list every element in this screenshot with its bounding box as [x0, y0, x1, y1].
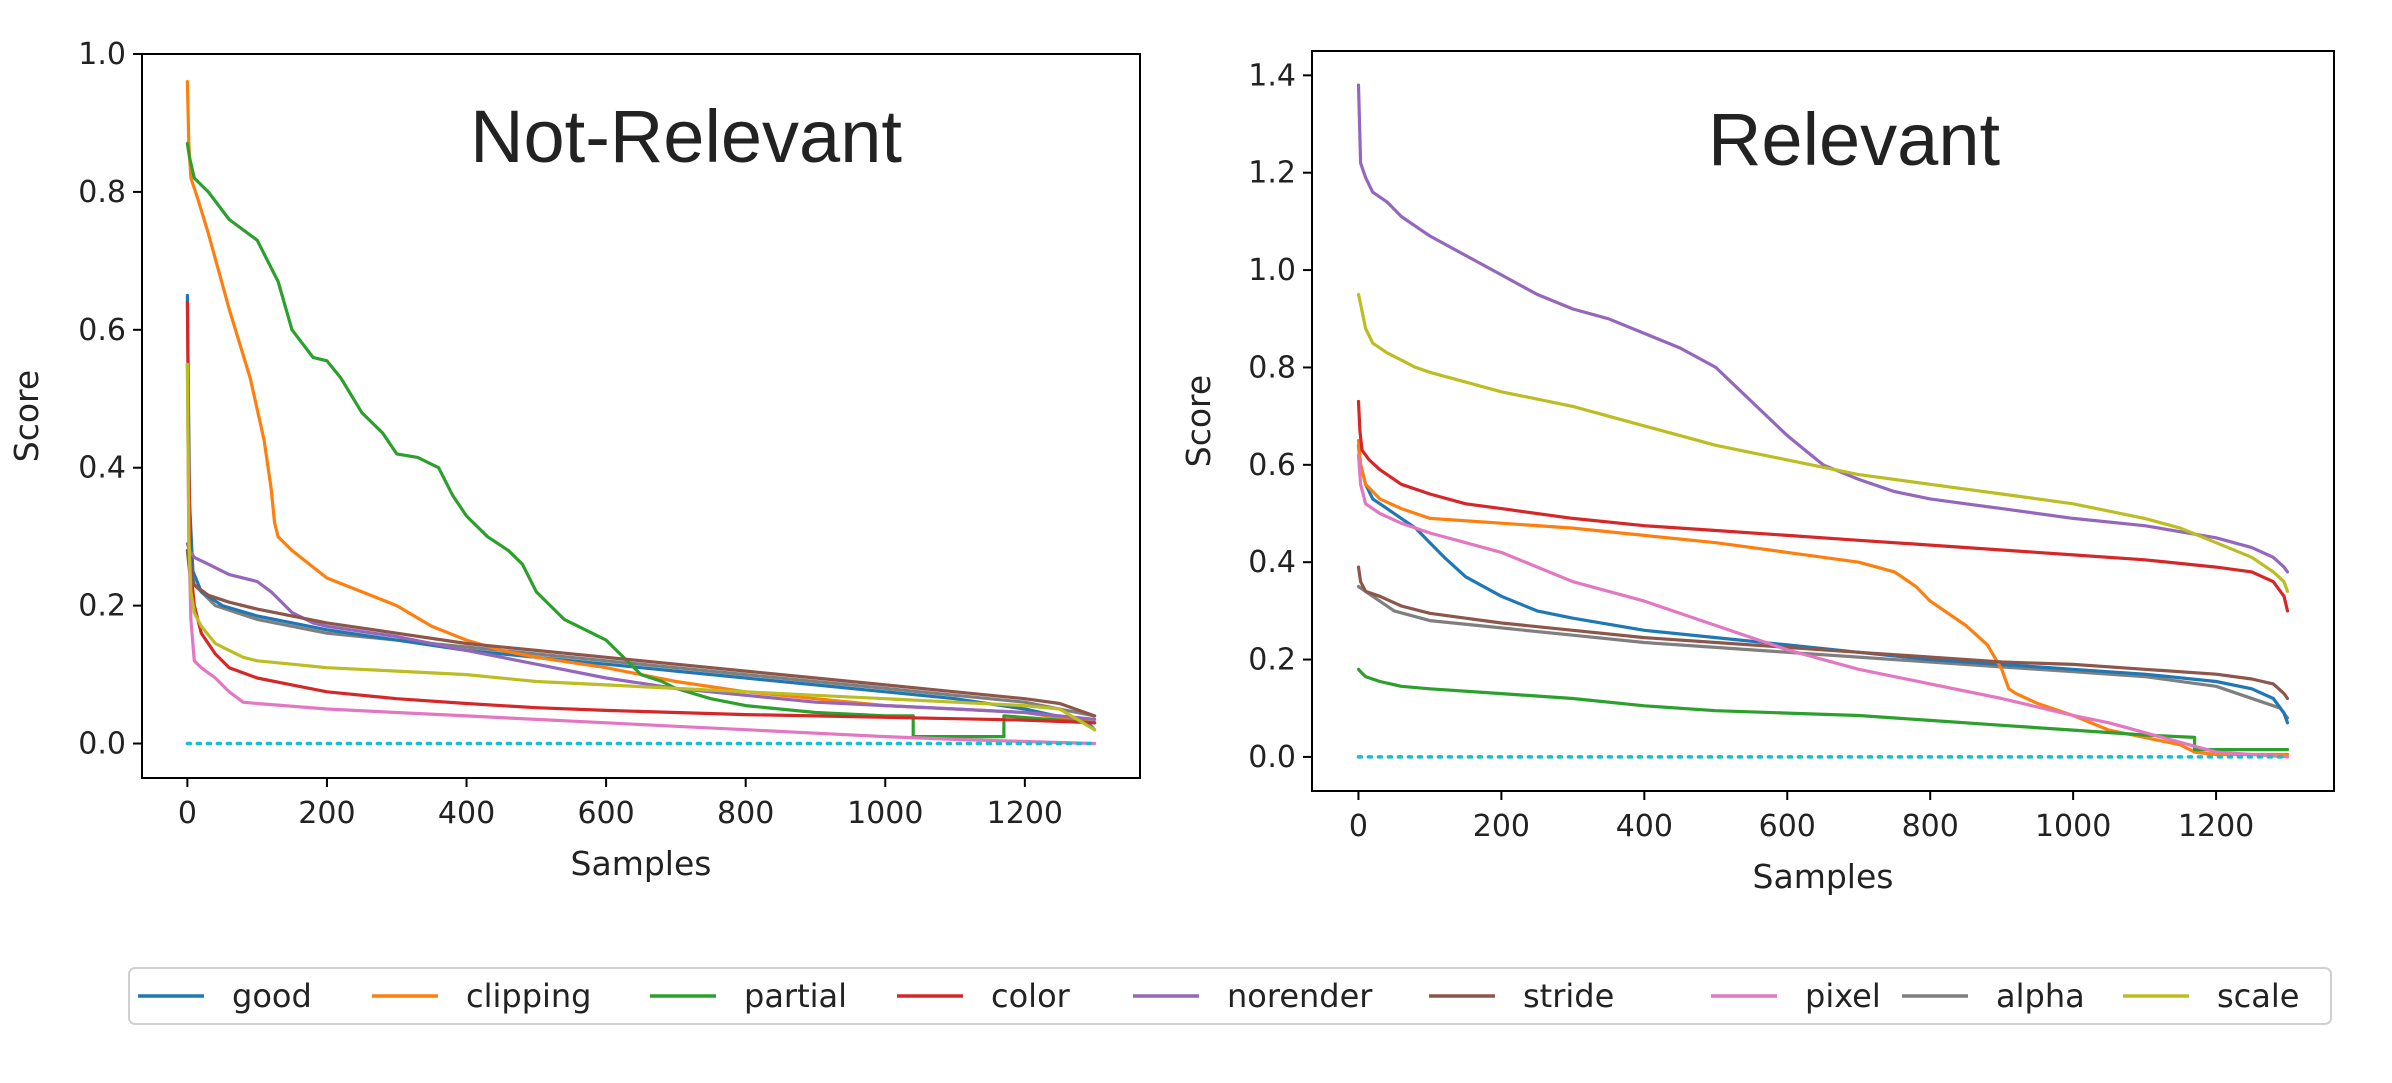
relevant-xtick-label: 1200	[2178, 809, 2254, 844]
relevant-ytick-label: 0.4	[1248, 545, 1296, 580]
not-relevant-xtick-label: 1000	[847, 796, 923, 831]
not-relevant-ytick-label: 0.4	[78, 451, 126, 486]
relevant-series-good	[1356, 443, 2290, 725]
relevant-ytick-label: 0.8	[1248, 350, 1296, 385]
legend-label-norender: norender	[1227, 977, 1373, 1015]
legend-label-clipping: clipping	[466, 977, 591, 1015]
relevant-ytick-label: 1.0	[1248, 253, 1296, 288]
panel-not-relevant: 0 200 400 600 800 1000 1200 0.0 0.2 0.4 0.6 0.8 1.0 S…	[7, 37, 1141, 883]
not-relevant-y-axis-label: Score	[7, 370, 46, 462]
not-relevant-series-scale	[185, 362, 1097, 732]
not-relevant-series-stride	[185, 548, 1097, 718]
relevant-series-norender	[1356, 83, 2290, 574]
not-relevant-xtick-label: 0	[178, 796, 197, 831]
legend-box	[128, 967, 2332, 1025]
relevant-series-alpha	[1356, 584, 2290, 720]
not-relevant-series-pixel	[185, 362, 1097, 746]
relevant-title: Relevant	[1708, 98, 2001, 181]
relevant-xtick-label: 0	[1349, 809, 1368, 844]
not-relevant-xtick-label: 400	[438, 796, 495, 831]
relevant-ytick-label: 0.2	[1248, 643, 1296, 678]
relevant-ytick-label: 0.6	[1248, 448, 1296, 483]
not-relevant-ytick-label: 0.8	[78, 175, 126, 210]
not-relevant-xtick-label: 800	[717, 796, 774, 831]
relevant-xtick-label: 1000	[2035, 809, 2111, 844]
not-relevant-xtick-label: 200	[298, 796, 355, 831]
relevant-ytick-label: 1.4	[1248, 58, 1296, 93]
not-relevant-xtick-label: 1200	[987, 796, 1063, 831]
legend-label-stride: stride	[1523, 977, 1614, 1015]
not-relevant-series-clipping	[185, 79, 1097, 725]
relevant-series-stride	[1356, 565, 2290, 701]
not-relevant-series-partial	[185, 142, 1097, 739]
relevant-series-partial	[1356, 667, 2290, 752]
panel-relevant: 0 200 400 600 800 1000 1200 0.0 0.2 0.4 0.6 0.8 1.0 1…	[1179, 50, 2335, 896]
legend-label-pixel: pixel	[1805, 977, 1881, 1015]
not-relevant-title: Not-Relevant	[470, 95, 902, 178]
relevant-xtick-label: 800	[1902, 809, 1959, 844]
not-relevant-x-axis-label: Samples	[571, 844, 712, 883]
legend-label-scale: scale	[2217, 977, 2299, 1015]
relevant-y-axis-label: Score	[1179, 375, 1218, 467]
relevant-x-axis-label: Samples	[1753, 857, 1894, 896]
relevant-series-color	[1356, 399, 2290, 613]
relevant-plot-frame	[1311, 50, 2335, 792]
relevant-xtick-label: 600	[1759, 809, 1816, 844]
legend: good clipping partial color norender stride pi…	[128, 967, 2332, 1025]
not-relevant-xtick-label: 600	[577, 796, 634, 831]
relevant-ytick-label: 0.0	[1248, 740, 1296, 775]
legend-label-partial: partial	[744, 977, 847, 1015]
relevant-series-pixel	[1356, 453, 2290, 759]
not-relevant-ytick-label: 0.0	[78, 727, 126, 762]
not-relevant-ytick-label: 0.6	[78, 313, 126, 348]
relevant-xtick-label: 200	[1473, 809, 1530, 844]
not-relevant-ytick-label: 0.2	[78, 589, 126, 624]
legend-label-good: good	[232, 977, 312, 1015]
not-relevant-ytick-label: 1.0	[78, 37, 126, 72]
relevant-series-scale	[1356, 292, 2290, 594]
relevant-series-clipping	[1356, 438, 2290, 757]
not-relevant-plot-frame	[141, 53, 1141, 779]
not-relevant-series-norender	[185, 541, 1097, 722]
relevant-ytick-label: 1.2	[1248, 156, 1296, 191]
legend-label-alpha: alpha	[1996, 977, 2085, 1015]
legend-label-color: color	[991, 977, 1071, 1015]
relevant-xtick-label: 400	[1616, 809, 1673, 844]
